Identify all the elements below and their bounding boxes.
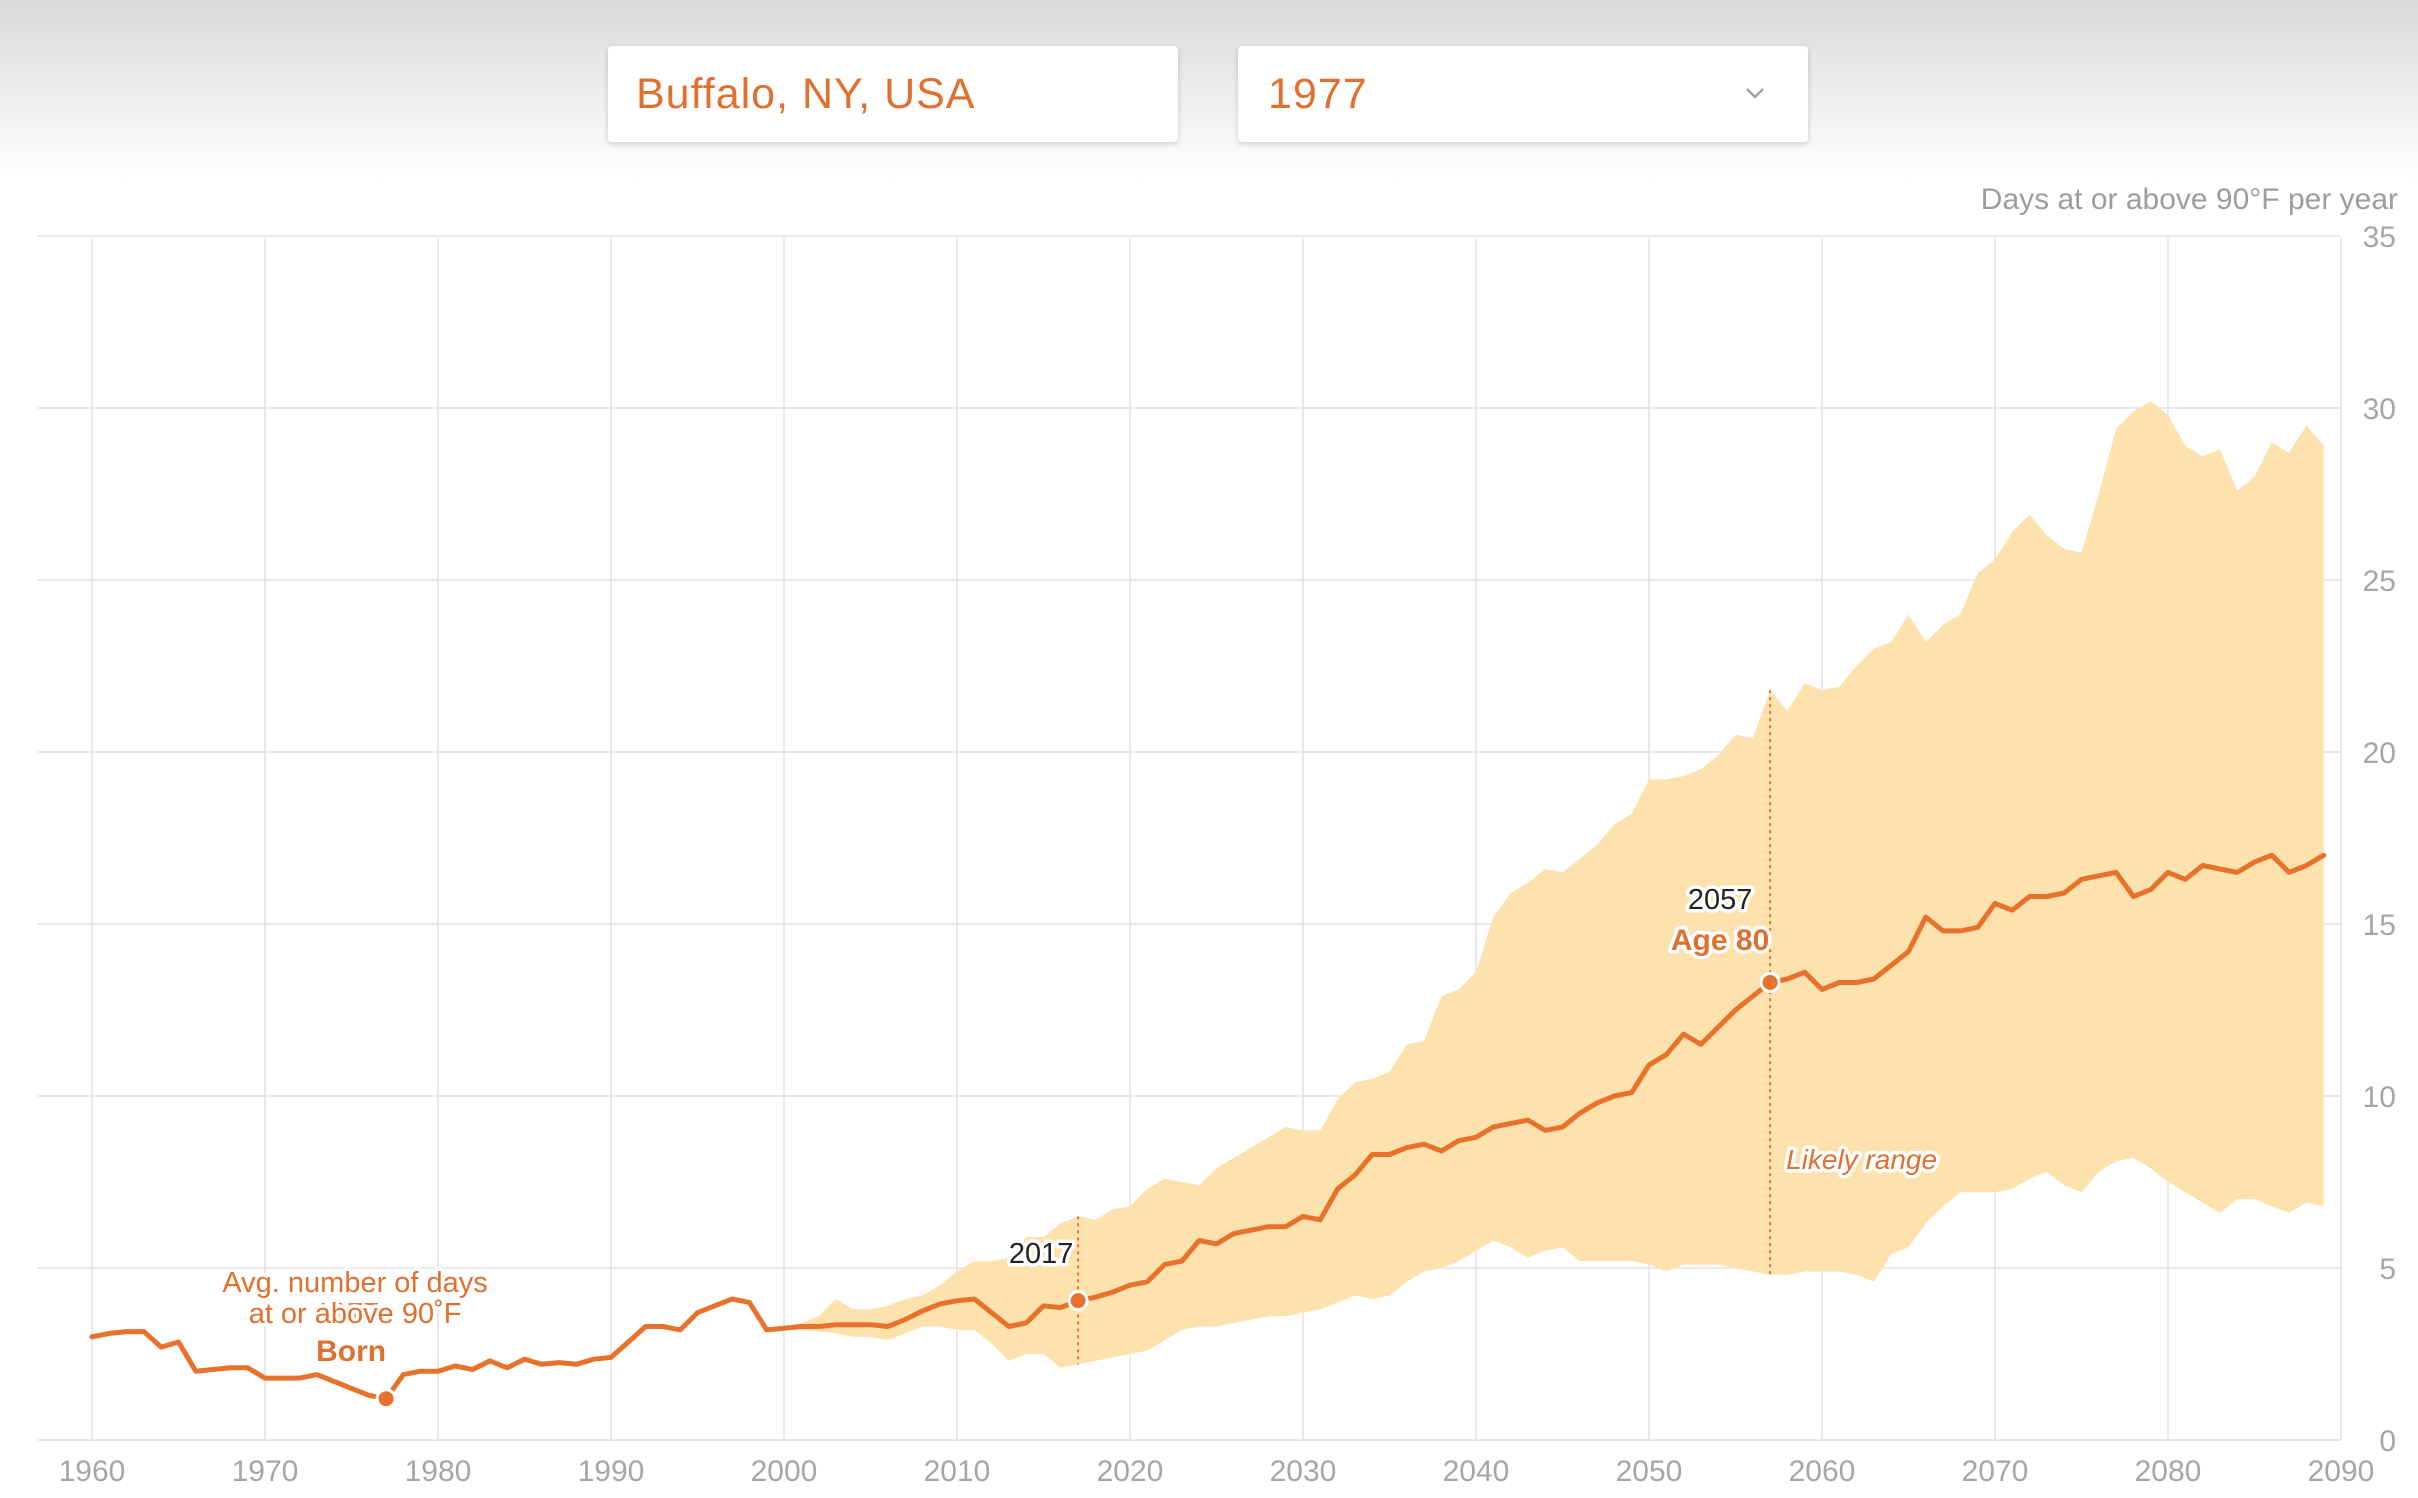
x-tick-label-2020: 2020 xyxy=(1097,1455,1164,1488)
year-value: 1977 xyxy=(1268,69,1368,118)
y-tick-label-35: 35 xyxy=(2363,221,2396,254)
annotation-point-3 xyxy=(1759,971,1781,993)
x-tick-label-2080: 2080 xyxy=(2135,1455,2202,1488)
x-tick-label-2040: 2040 xyxy=(1443,1455,1510,1488)
current-year-label: 2017 xyxy=(1009,1238,1074,1270)
y-tick-label-20: 20 xyxy=(2363,737,2396,770)
born-label: Born xyxy=(316,1335,386,1368)
x-tick-label-1960: 1960 xyxy=(59,1455,126,1488)
avg-days-line xyxy=(89,852,2327,1402)
x-tick-label-2010: 2010 xyxy=(924,1455,991,1488)
x-tick-label-2060: 2060 xyxy=(1789,1455,1856,1488)
location-search-input[interactable]: Buffalo, NY, USA xyxy=(608,46,1178,142)
annotation-point-2 xyxy=(1067,1290,1089,1312)
y-tick-label-5: 5 xyxy=(2379,1253,2396,1286)
x-tick-label-2030: 2030 xyxy=(1270,1455,1337,1488)
likely-range-band xyxy=(784,401,2324,1368)
x-tick-label-2050: 2050 xyxy=(1616,1455,1683,1488)
y-tick-label-30: 30 xyxy=(2363,393,2396,426)
likely-range-label: Likely range xyxy=(1786,1144,1937,1175)
x-tick-label-2000: 2000 xyxy=(751,1455,818,1488)
born-year-label: 1977 xyxy=(315,1298,380,1330)
y-tick-label-0: 0 xyxy=(2379,1425,2396,1458)
chevron-down-icon[interactable] xyxy=(1744,82,1766,104)
avg-days-line-layer xyxy=(89,852,2327,1410)
x-tick-label-2070: 2070 xyxy=(1962,1455,2029,1488)
y-axis-unit-label: Days at or above 90°F per year xyxy=(1981,183,2398,216)
birth-year-select[interactable]: 1977 xyxy=(1238,46,1808,142)
controls-bar xyxy=(0,0,2418,180)
annotation-point-1 xyxy=(375,1388,397,1410)
y-tick-label-25: 25 xyxy=(2363,565,2396,598)
x-tick-label-1980: 1980 xyxy=(405,1455,472,1488)
y-tick-label-10: 10 xyxy=(2363,1081,2396,1114)
born-caption-line-2: at or above 90˚F xyxy=(249,1298,462,1330)
born-caption-line-1: Avg. number of days xyxy=(222,1267,487,1299)
x-tick-label-1990: 1990 xyxy=(578,1455,645,1488)
y-tick-label-15: 15 xyxy=(2363,909,2396,942)
location-value: Buffalo, NY, USA xyxy=(636,69,976,118)
likely-range-band-layer xyxy=(784,401,2324,1368)
x-tick-label-1970: 1970 xyxy=(232,1455,299,1488)
age-80-year-label: 2057 xyxy=(1688,884,1753,916)
age-80-label: Age 80 xyxy=(1671,924,1769,957)
annotations: Days at or above 90°F per year Avg. numb… xyxy=(219,183,2398,1372)
x-tick-label-2090: 2090 xyxy=(2308,1455,2375,1488)
